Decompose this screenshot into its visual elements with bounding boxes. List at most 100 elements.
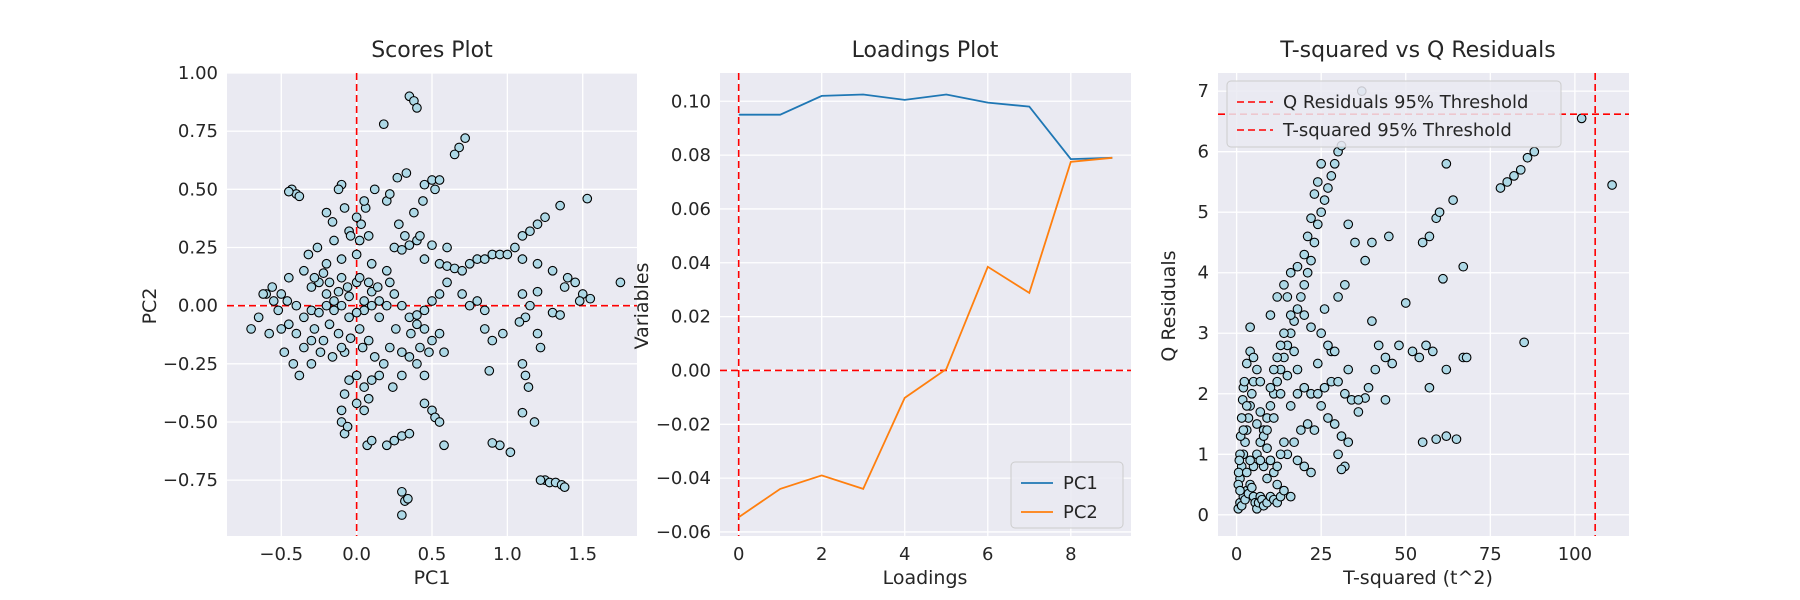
t2q-point [1302,231,1313,242]
scores-point [351,249,362,260]
t2q-point [1306,467,1316,478]
t2q-legend-box [1226,80,1562,148]
scores-point [615,277,626,288]
scores-point [397,244,407,255]
scores-point [283,186,294,197]
scores-x-tick-label: 1.5 [568,544,597,565]
scores-point [427,296,437,306]
t2q-point [1275,449,1286,460]
scores-point [389,289,400,299]
scores-point [555,200,565,211]
t2q-y-tick-label: 2 [1198,384,1209,405]
scores-point [381,440,392,451]
scores-point [532,328,543,339]
loadings-x-tick-label: 2 [816,544,827,565]
t2q-point [1299,279,1310,290]
t2q-point [1241,358,1252,369]
scores-point [389,435,400,446]
t2q-point [1236,413,1247,423]
t2q-point [1279,437,1289,448]
t2q-point [1279,279,1289,290]
scores-point [315,347,326,358]
scores-point [517,254,528,264]
scores-point [329,235,339,246]
t2q-point [1427,346,1438,357]
scores-point [268,296,279,306]
scores-point [415,342,425,353]
scores-point [439,440,449,451]
t2q-point [1235,485,1245,496]
t2q-point [1282,292,1293,302]
scores-point [354,324,365,334]
scores-point [484,365,495,376]
t2q-point [1333,292,1343,302]
scores-point [412,103,422,113]
scores-point [324,319,335,330]
scores-point [246,324,256,334]
loadings-y-tick-label: 0.06 [671,199,711,220]
t2q-point [1353,394,1364,405]
scores-point [419,179,430,190]
t2q-point [1285,310,1296,320]
scores-point [439,347,449,358]
t2q-point [1272,376,1283,387]
scores-point [366,258,377,269]
t2q-point [1319,304,1330,314]
scores-point [479,324,490,334]
t2q-point [1296,292,1306,302]
scores-y-tick-label: 0.00 [178,296,218,317]
t2q-point [1262,443,1272,454]
scores-point [393,219,404,230]
t2q-point [1272,352,1283,363]
scores-point [384,277,395,288]
scores-point [356,219,367,230]
scores-point [510,242,520,253]
scores-point [312,242,323,253]
t2q-point [1275,340,1286,351]
scores-x-tick-label: −0.5 [259,544,303,565]
scores-point [279,347,290,358]
scores-point [449,149,460,160]
t2q-point [1238,425,1249,435]
scores-point [345,231,356,241]
t2q-point [1414,352,1425,363]
scores-point [359,196,370,206]
scores-points [246,91,626,520]
scores-point [369,351,380,362]
t2q-x-tick-label: 0 [1231,544,1242,565]
t2q-point [1576,113,1587,124]
t2q-point [1363,382,1374,393]
scores-point [525,300,535,311]
scores-point [424,347,434,358]
scores-x-tick-label: 1.0 [493,544,522,565]
t2-q-plot-x-axis-label: T-squared (t^2) [1342,567,1493,589]
scores-point [460,133,471,143]
scores-point [562,272,573,283]
t2q-point [1246,482,1257,493]
scores-point [479,305,490,316]
scores-point [404,428,415,439]
scores-point [415,231,425,241]
loadings-series-line-pc2 [738,156,1113,518]
t2-q-plot-title: T-squared vs Q Residuals [1279,38,1555,63]
scores-point [258,289,269,299]
scores-point [299,312,309,323]
scores-point [378,358,389,369]
scores-point [309,324,320,334]
scores-point [397,486,407,497]
scores-point [400,231,410,241]
t2q-y-tick-label: 3 [1198,323,1209,344]
t2q-point [1350,237,1360,248]
t2q-point [1292,455,1303,466]
scores-point [339,203,350,213]
t2q-point [1515,164,1526,175]
t2q-point [1296,425,1306,435]
scores-point [457,289,467,299]
scores-point [282,296,293,306]
t2-q-plot-y-axis-label: Q Residuals [1158,250,1180,361]
scores-point [457,265,467,276]
scores-point [351,307,362,318]
loadings-legend-label-pc1: PC1 [1063,473,1098,494]
t2q-point [1441,431,1452,441]
